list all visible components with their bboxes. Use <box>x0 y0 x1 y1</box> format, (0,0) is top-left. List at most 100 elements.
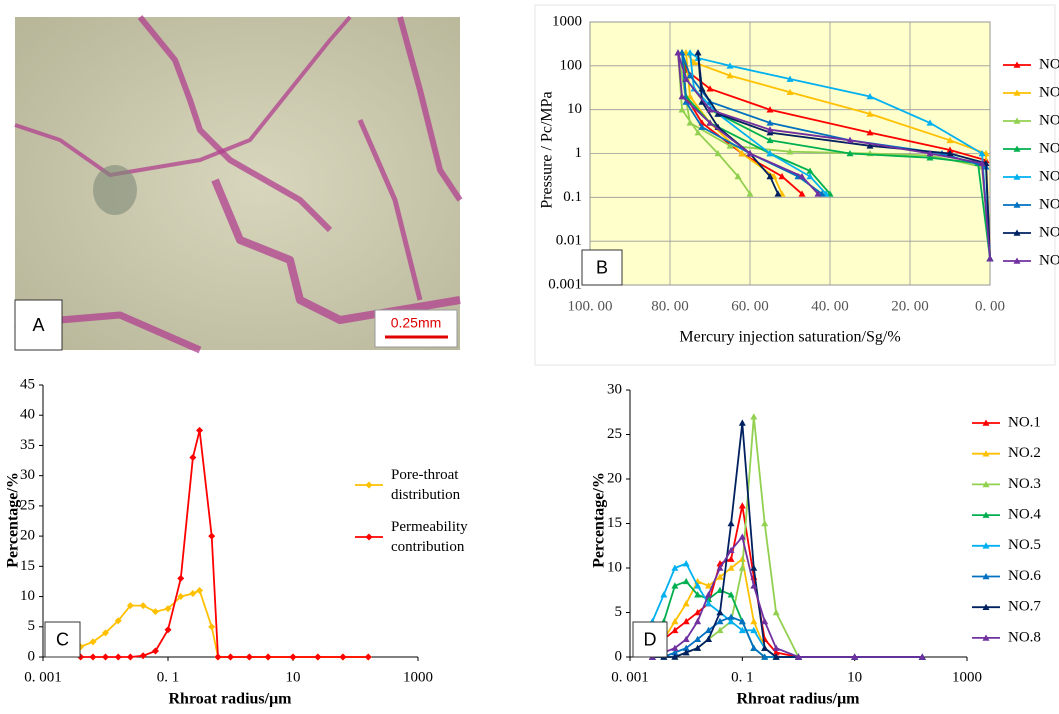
legend-label: NO.2 <box>1039 84 1059 100</box>
marker <box>766 119 774 126</box>
legend-label: NO.4 <box>1039 140 1059 156</box>
marker <box>918 653 926 660</box>
marker <box>694 609 702 616</box>
marker <box>339 653 347 661</box>
marker <box>766 136 774 144</box>
marker <box>772 609 780 616</box>
marker <box>786 88 794 96</box>
marker <box>1013 173 1021 180</box>
marker <box>926 150 934 157</box>
series-line <box>652 616 923 658</box>
panel-label-box <box>44 621 81 658</box>
y-tick-label: 0 <box>28 648 36 664</box>
marker <box>727 555 735 562</box>
marker <box>772 644 780 651</box>
x-tick-label: 40. 00 <box>811 298 849 314</box>
marker <box>982 480 990 488</box>
marker <box>726 62 734 69</box>
marker <box>1013 117 1021 124</box>
pore-stain <box>397 16 463 202</box>
marker <box>682 649 690 656</box>
y-tick-label: 0.001 <box>548 276 582 292</box>
scale-bar-bg <box>374 309 458 348</box>
marker <box>705 635 713 642</box>
legend-label: NO.1 <box>1039 56 1059 72</box>
series-line <box>80 430 369 658</box>
marker <box>139 602 147 610</box>
marker <box>671 564 679 571</box>
marker <box>866 129 874 136</box>
marker <box>694 129 702 136</box>
y-tick-label: 0 <box>615 648 623 664</box>
marker <box>682 98 690 105</box>
marker <box>982 634 990 641</box>
y-tick-label: 20 <box>607 470 622 486</box>
marker <box>89 653 97 661</box>
marker <box>946 136 954 144</box>
x-axis-title: Rhroat radius/μm <box>736 691 860 708</box>
marker <box>734 172 742 180</box>
marker <box>365 533 373 541</box>
marker <box>698 123 706 130</box>
marker <box>738 419 746 426</box>
marker <box>714 110 722 117</box>
marker <box>1013 61 1021 68</box>
marker <box>706 119 714 126</box>
marker <box>705 626 713 634</box>
x-tick-label: 20. 00 <box>891 298 929 314</box>
marker <box>686 72 694 79</box>
marker <box>671 626 679 634</box>
panel-label-box <box>581 249 623 286</box>
marker <box>761 520 769 527</box>
marker <box>750 582 758 589</box>
x-tick-label: 0. 1 <box>731 669 754 685</box>
legend-label: NO.3 <box>1039 112 1059 128</box>
marker <box>1013 89 1021 96</box>
series-line <box>652 422 923 658</box>
marker <box>208 623 216 631</box>
marker <box>365 481 373 489</box>
y-tick-label: 10 <box>607 559 622 575</box>
marker <box>738 150 746 157</box>
series-line <box>80 589 369 658</box>
panel-label: D <box>644 629 657 649</box>
legend-label: NO.5 <box>1039 168 1059 184</box>
marker <box>982 573 990 580</box>
marker <box>189 590 197 598</box>
marker <box>786 148 794 155</box>
marker <box>716 564 724 571</box>
y-tick-label: 30 <box>607 381 622 397</box>
marker <box>761 653 769 660</box>
marker <box>786 75 794 82</box>
pore-stain <box>211 178 461 324</box>
y-tick-label: 5 <box>28 618 36 634</box>
marker <box>766 106 774 113</box>
marker <box>926 119 934 126</box>
marker <box>214 653 222 661</box>
marker <box>978 150 986 157</box>
legend-label: NO.6 <box>1008 568 1041 584</box>
y-tick-label: 20 <box>20 528 35 544</box>
marker <box>738 617 746 625</box>
marker <box>798 172 806 180</box>
x-tick-label: 0. 1 <box>157 669 180 685</box>
marker <box>671 649 679 656</box>
y-tick-label: 30 <box>20 467 35 483</box>
marker <box>772 649 780 656</box>
marker <box>982 419 990 426</box>
pore-stain <box>14 15 352 177</box>
marker <box>746 190 754 197</box>
marker <box>682 617 690 625</box>
marker <box>774 190 782 197</box>
y-tick-label: 35 <box>20 437 35 453</box>
marker <box>778 172 786 180</box>
marker <box>727 617 735 625</box>
marker <box>1013 257 1021 264</box>
marker <box>694 582 702 589</box>
x-tick-label: 100. 00 <box>568 298 613 314</box>
marker <box>727 520 735 527</box>
marker <box>727 564 735 571</box>
marker <box>682 644 690 651</box>
